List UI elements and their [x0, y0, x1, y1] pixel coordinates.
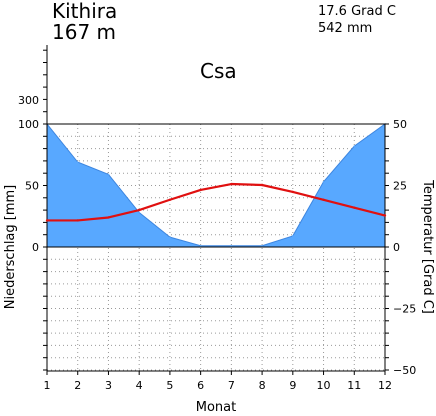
precipitation-point — [76, 161, 79, 163]
temperature-point — [322, 198, 325, 201]
right-tick-label: −50 — [393, 364, 416, 377]
left-axis-title: Niederschlag [mm] — [3, 185, 18, 310]
precipitation-point — [138, 211, 140, 214]
station-elevation: 167 m — [52, 20, 117, 44]
temperature-point — [291, 190, 295, 194]
x-tick-label: 8 — [259, 379, 266, 392]
x-tick-label: 3 — [105, 379, 112, 392]
temperature-point — [353, 206, 356, 209]
climate-classification: Csa — [200, 59, 237, 83]
temperature-point — [230, 182, 233, 186]
x-axis-title: Monat — [196, 400, 236, 415]
x-tick-label: 9 — [289, 379, 296, 392]
precipitation-point — [261, 244, 263, 247]
precipitation-point — [199, 244, 202, 247]
temperature-point — [199, 188, 202, 192]
right-tick-label: −25 — [393, 303, 416, 316]
station-name: Kithira — [52, 0, 118, 23]
precipitation-point — [107, 173, 110, 176]
temperature-point — [107, 216, 110, 219]
x-tick-label: 1 — [44, 379, 51, 392]
x-tick-label: 6 — [197, 379, 204, 392]
left-tick-label-extra: 300 — [18, 94, 39, 107]
x-tick-label: 10 — [317, 379, 331, 392]
temperature-point — [137, 208, 141, 212]
precipitation-point — [292, 235, 294, 237]
right-tick-label: 25 — [393, 180, 407, 193]
axes — [43, 45, 389, 375]
x-tick-label: 4 — [136, 379, 143, 392]
temperature-point — [383, 214, 387, 217]
temperature-point — [260, 183, 264, 187]
annual-mean-temperature: 17.6 Grad C — [318, 4, 396, 19]
left-tick-label: 100 — [18, 118, 39, 131]
precipitation-point — [322, 181, 325, 183]
precipitation-point — [169, 236, 171, 238]
temperature-point — [168, 198, 172, 201]
temperature-point — [76, 219, 79, 222]
x-tick-label: 5 — [166, 379, 173, 392]
right-axis-title: Temperatur [Grad C] — [420, 179, 435, 314]
temperature-line-layer — [45, 182, 387, 222]
temperature-point — [45, 219, 49, 222]
x-tick-label: 11 — [347, 379, 361, 392]
right-tick-label: 0 — [393, 241, 400, 254]
right-tick-label: 50 — [393, 118, 407, 131]
annual-precipitation: 542 mm — [318, 21, 373, 36]
x-tick-label: 7 — [228, 379, 235, 392]
left-tick-label: 50 — [25, 180, 39, 193]
x-tick-label: 2 — [74, 379, 81, 392]
x-tick-label: 12 — [378, 379, 392, 392]
temperature-line — [47, 182, 386, 222]
precipitation-point — [353, 145, 356, 147]
precipitation-point — [230, 244, 233, 247]
left-tick-label: 0 — [32, 241, 39, 254]
